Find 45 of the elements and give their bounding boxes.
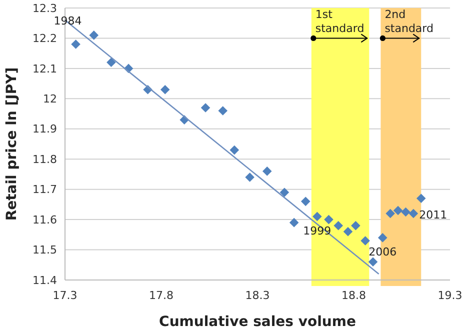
- point: [312, 212, 322, 222]
- y-tick-label: 11.4: [32, 274, 57, 287]
- y-tick-label: 12.2: [32, 32, 57, 46]
- point: [200, 103, 210, 112]
- x-tick-label: 18.3: [245, 289, 270, 302]
- point: [262, 166, 272, 176]
- y-tick-label: 12: [43, 92, 57, 106]
- point: [378, 233, 388, 242]
- point: [343, 227, 353, 236]
- annotation: 2006: [368, 246, 397, 259]
- y-axis-title: Retail price ln [JPY]: [4, 67, 20, 221]
- point: [245, 172, 254, 182]
- point: [360, 236, 370, 246]
- y-tick-label: 12.3: [32, 2, 57, 15]
- y-tick-label: 11.6: [32, 213, 57, 226]
- point: [368, 257, 378, 267]
- point: [393, 206, 403, 216]
- y-tick-label: 11.9: [32, 122, 57, 136]
- point: [408, 208, 418, 218]
- band-label: 1st standard: [315, 8, 364, 35]
- x-tick-label: 17.3: [52, 289, 78, 302]
- point: [218, 106, 228, 116]
- point: [230, 145, 240, 155]
- y-tick-label: 11.8: [32, 152, 57, 166]
- x-tick-label: 19.3: [438, 289, 462, 302]
- point: [89, 30, 99, 40]
- point: [300, 196, 310, 206]
- y-tick-label: 11.7: [32, 183, 57, 196]
- x-tick-label: 18.8: [342, 289, 366, 302]
- point: [386, 208, 395, 218]
- point: [416, 194, 426, 204]
- point: [401, 207, 410, 217]
- point: [106, 58, 116, 68]
- point: [324, 214, 334, 224]
- x-axis-title: Cumulative sales volume: [159, 314, 356, 330]
- x-tick-label: 17.8: [149, 289, 174, 302]
- y-tick-label: 11.5: [32, 244, 57, 257]
- point: [280, 188, 290, 197]
- point: [160, 84, 170, 94]
- point: [351, 220, 360, 230]
- y-tick-label: 12.1: [32, 62, 57, 76]
- point: [334, 220, 343, 230]
- point: [71, 40, 80, 49]
- annotation: 1984: [54, 14, 82, 28]
- point: [289, 218, 299, 228]
